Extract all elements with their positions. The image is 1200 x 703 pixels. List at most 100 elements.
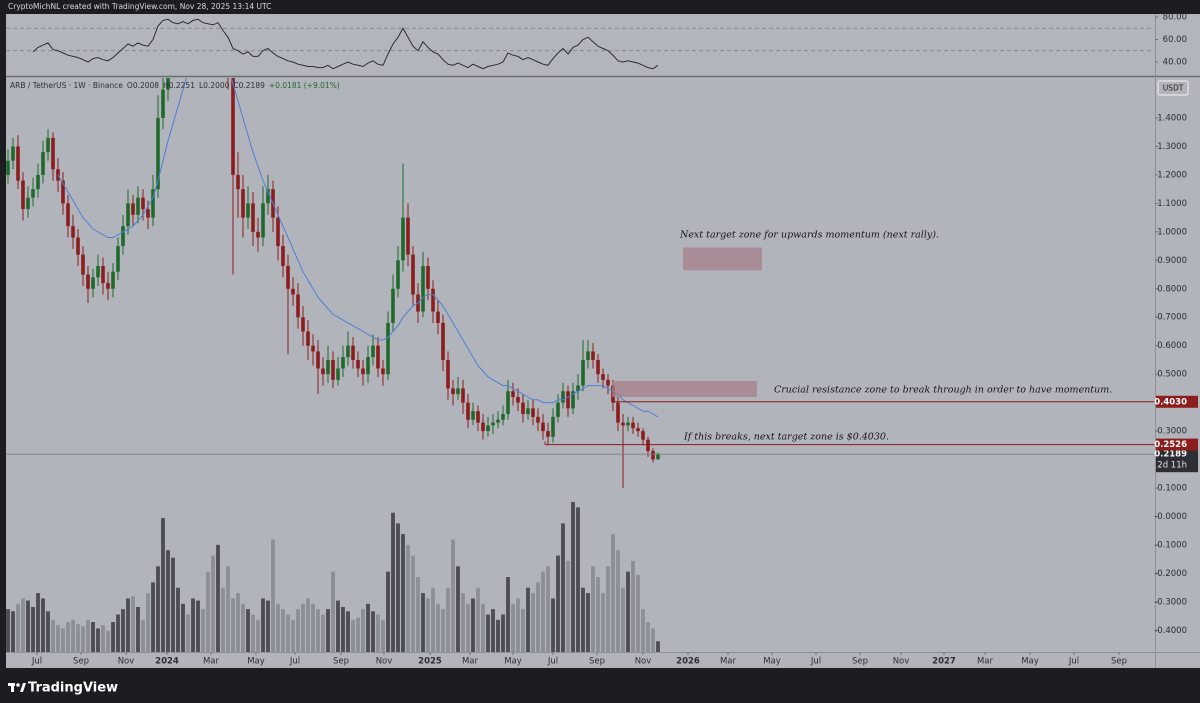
volume-bar bbox=[56, 625, 60, 652]
candle-body bbox=[501, 414, 505, 420]
candle-body bbox=[626, 422, 630, 426]
volume-bar bbox=[571, 502, 575, 652]
x-tick-label: 2027 bbox=[932, 657, 956, 667]
y-tick-label: 0.6000 bbox=[1157, 341, 1187, 351]
volume-bar bbox=[76, 624, 80, 652]
volume-bar bbox=[336, 600, 340, 652]
candle-body bbox=[86, 274, 90, 289]
x-tick-label: Jul bbox=[31, 657, 42, 667]
volume-bar bbox=[466, 603, 470, 652]
candle-body bbox=[21, 180, 25, 210]
volume-bar bbox=[171, 557, 175, 652]
volume-bar bbox=[476, 587, 480, 652]
x-tick-label: 2025 bbox=[418, 657, 442, 667]
volume-bar bbox=[516, 598, 520, 652]
candle-body bbox=[486, 425, 490, 432]
y-tick-label: 1.0000 bbox=[1157, 227, 1187, 237]
candle-body bbox=[576, 385, 580, 392]
volume-bar bbox=[246, 609, 250, 652]
candle-body bbox=[591, 351, 595, 360]
volume-bar bbox=[326, 609, 330, 652]
y-tick-label: 0.5000 bbox=[1157, 370, 1187, 380]
candle-body bbox=[141, 197, 145, 210]
y-tick-label: 0.1000 bbox=[1157, 484, 1187, 494]
volume-bar bbox=[406, 544, 410, 652]
volume-bar bbox=[186, 614, 190, 652]
symbol-title: ARB / TetherUS · 1W · Binance bbox=[10, 81, 123, 90]
ohlc-value: H0.2251 bbox=[163, 81, 195, 90]
volume-bar bbox=[71, 619, 75, 652]
moving-average bbox=[57, 78, 659, 418]
candle-body bbox=[76, 237, 80, 255]
currency-box bbox=[1157, 80, 1189, 96]
candle-body bbox=[91, 277, 95, 289]
ohlc-value: O0.2008 bbox=[127, 81, 159, 90]
volume-bar bbox=[491, 609, 495, 652]
candle-body bbox=[491, 422, 495, 426]
rsi-pane bbox=[6, 14, 1200, 76]
volume-bar bbox=[91, 622, 95, 652]
volume-bar bbox=[381, 619, 385, 652]
y-tick-label: 40.00 bbox=[1163, 57, 1187, 67]
x-tick-label: Sep bbox=[73, 657, 89, 667]
volume-bar bbox=[256, 619, 260, 652]
x-tick-label: Nov bbox=[635, 657, 652, 667]
candle-body bbox=[426, 266, 430, 289]
candle-body bbox=[391, 288, 395, 323]
x-tick-label: Sep bbox=[333, 657, 349, 667]
candle-body bbox=[246, 203, 250, 218]
volume-bar bbox=[111, 622, 115, 652]
volume-bar bbox=[431, 587, 435, 652]
candle-body bbox=[411, 254, 415, 295]
y-tick-label: 1.3000 bbox=[1157, 142, 1187, 152]
volume-bar bbox=[506, 577, 510, 652]
level-label: 0.4030 bbox=[1154, 397, 1187, 407]
volume-bar bbox=[526, 587, 530, 652]
volume-bar bbox=[596, 577, 600, 652]
candle-body bbox=[496, 419, 500, 423]
volume-bar bbox=[366, 603, 370, 652]
volume-bar bbox=[551, 598, 555, 652]
volume-bar bbox=[581, 587, 585, 652]
candle-body bbox=[331, 359, 335, 380]
volume-bar bbox=[636, 574, 640, 652]
y-tick-label: 1.2000 bbox=[1157, 170, 1187, 180]
level-label: 0.2526 bbox=[1154, 440, 1187, 450]
candle-body bbox=[316, 351, 320, 369]
candle-body bbox=[251, 203, 255, 232]
volume-bar bbox=[341, 607, 345, 652]
volume-bar bbox=[141, 619, 145, 652]
x-tick-label: Sep bbox=[589, 657, 605, 667]
volume-bar bbox=[556, 555, 560, 652]
candle-body bbox=[36, 174, 40, 190]
candle-body bbox=[536, 416, 540, 423]
volume-bar bbox=[66, 622, 70, 652]
volume-bar bbox=[566, 560, 570, 652]
volume-bar bbox=[346, 611, 350, 652]
volume-bar bbox=[586, 593, 590, 652]
candle-body bbox=[651, 451, 655, 460]
candle-body bbox=[41, 152, 45, 175]
volume-bar bbox=[416, 577, 420, 652]
volume-bar bbox=[296, 609, 300, 652]
volume-bar bbox=[601, 593, 605, 652]
candle-body bbox=[511, 391, 515, 397]
volume-bar bbox=[176, 587, 180, 652]
volume-bar bbox=[106, 630, 110, 652]
volume-bar bbox=[401, 534, 405, 652]
volume-bar bbox=[396, 523, 400, 652]
volume-bar bbox=[121, 609, 125, 652]
volume-bar bbox=[36, 593, 40, 652]
candle-body bbox=[641, 431, 645, 440]
candle-body bbox=[126, 203, 130, 227]
candle-body bbox=[71, 226, 75, 238]
volume-bar bbox=[101, 625, 105, 652]
candle-body bbox=[601, 374, 605, 380]
candle-body bbox=[521, 402, 525, 415]
volume-bar bbox=[241, 603, 245, 652]
candle-body bbox=[261, 203, 265, 238]
volume-bar bbox=[161, 518, 165, 652]
volume-bar bbox=[51, 619, 55, 652]
candle-body bbox=[471, 411, 475, 420]
candle-body bbox=[561, 391, 565, 403]
